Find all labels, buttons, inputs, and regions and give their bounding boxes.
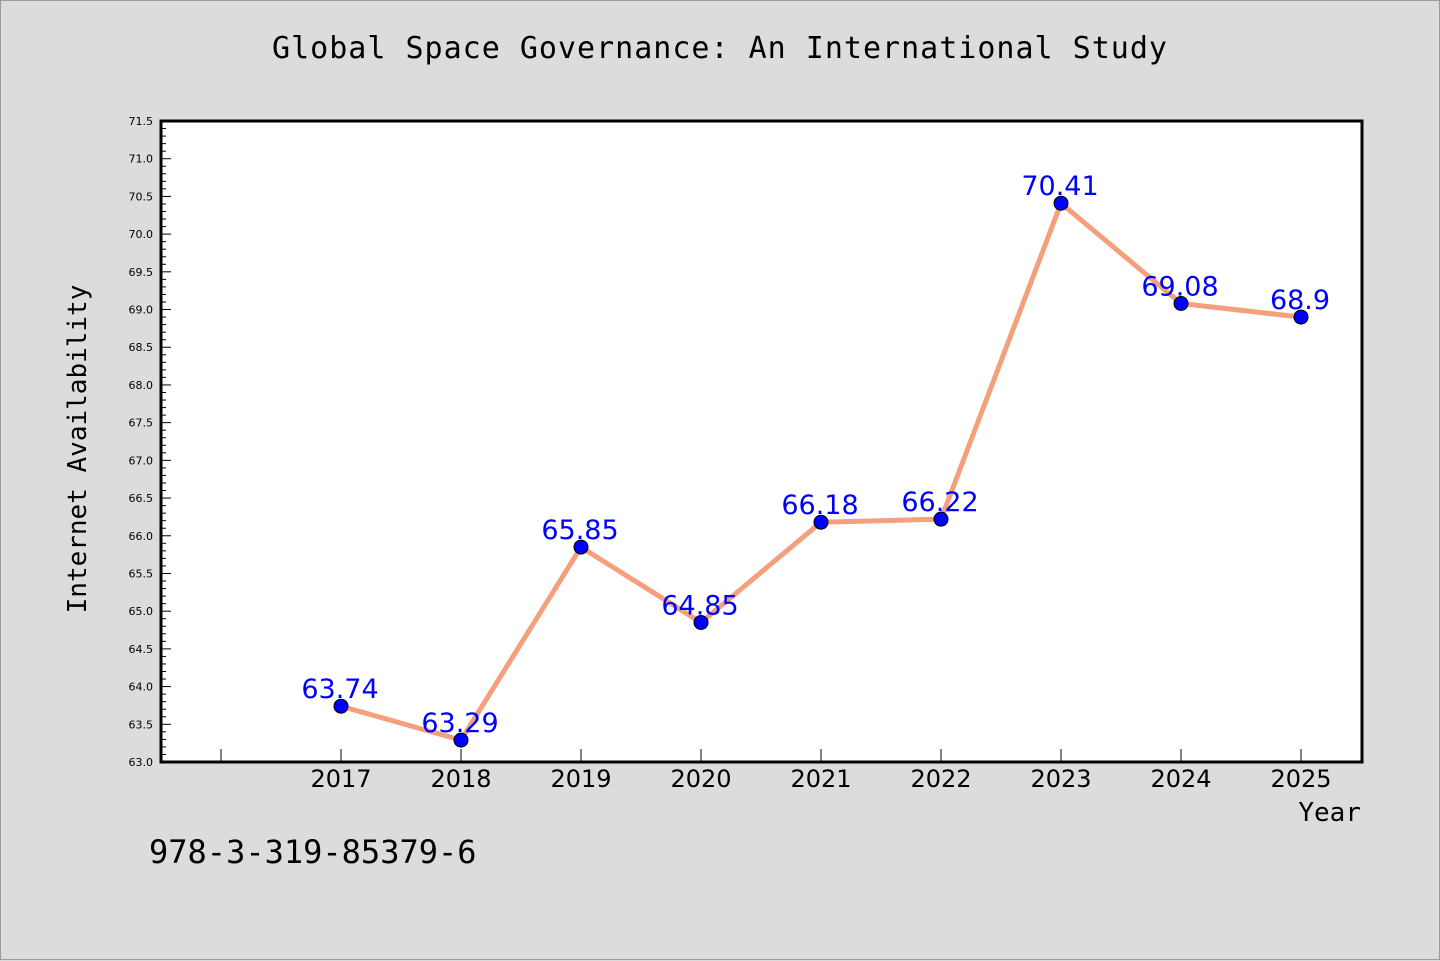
data-series bbox=[333, 195, 1309, 748]
data-label: 66.22 bbox=[901, 487, 978, 518]
data-point bbox=[1173, 295, 1189, 311]
data-label: 68.9 bbox=[1270, 285, 1330, 316]
y-tick-label: 65.5 bbox=[129, 567, 154, 580]
x-tick-label: 2025 bbox=[1270, 765, 1331, 793]
y-tick-label: 70.5 bbox=[129, 190, 154, 203]
x-tick-label: 2018 bbox=[430, 765, 491, 793]
y-tick-label: 70.0 bbox=[129, 228, 154, 241]
data-label: 65.85 bbox=[541, 515, 618, 546]
y-tick-label: 64.5 bbox=[129, 643, 154, 656]
data-point bbox=[933, 511, 949, 527]
y-tick-label: 69.0 bbox=[129, 304, 154, 317]
footer-isbn: 978-3-319-85379-6 bbox=[149, 833, 477, 871]
data-label: 69.08 bbox=[1141, 271, 1218, 302]
y-tick-label: 64.0 bbox=[129, 681, 154, 694]
data-label: 70.41 bbox=[1021, 171, 1098, 202]
data-point bbox=[813, 514, 829, 530]
x-tick-label: 2022 bbox=[910, 765, 971, 793]
y-tick-label: 65.0 bbox=[129, 605, 154, 618]
data-point bbox=[333, 698, 349, 714]
y-tick-label: 71.0 bbox=[129, 153, 154, 166]
data-label: 63.74 bbox=[301, 674, 378, 705]
y-tick-label: 68.0 bbox=[129, 379, 154, 392]
data-point bbox=[1053, 195, 1069, 211]
data-point bbox=[1293, 309, 1309, 325]
x-tick-label: 2021 bbox=[790, 765, 851, 793]
plot-area bbox=[159, 119, 1364, 764]
y-tick-label: 71.5 bbox=[129, 115, 154, 128]
y-tick-label: 66.5 bbox=[129, 492, 154, 505]
x-tick-label: 2024 bbox=[1150, 765, 1211, 793]
x-axis-label: Year bbox=[1298, 798, 1361, 828]
x-tick-label: 2019 bbox=[550, 765, 611, 793]
y-tick-label: 63.0 bbox=[129, 756, 154, 769]
data-label: 63.29 bbox=[421, 708, 498, 739]
x-tick-label: 2023 bbox=[1030, 765, 1091, 793]
y-tick-label: 66.0 bbox=[129, 530, 154, 543]
y-tick-label: 67.0 bbox=[129, 454, 154, 467]
data-point bbox=[573, 539, 589, 555]
x-tick-label: 2017 bbox=[310, 765, 371, 793]
y-tick-label: 68.5 bbox=[129, 341, 154, 354]
chart-title: Global Space Governance: An Internationa… bbox=[272, 31, 1168, 66]
data-label: 66.18 bbox=[781, 490, 858, 521]
data-label: 64.85 bbox=[661, 590, 738, 621]
y-axis-label: Internet Availability bbox=[63, 285, 93, 614]
data-point bbox=[693, 614, 709, 630]
data-point bbox=[453, 732, 469, 748]
y-tick-label: 63.5 bbox=[129, 718, 154, 731]
x-axis: 2017 2018 2019 2020 2021 2022 2023 2024 2025 bbox=[220, 749, 1332, 793]
y-axis: 63.0 63.5 64.0 64.5 65.0 65.5 66.0 66.5 67.0 67.5… bbox=[129, 115, 171, 769]
data-labels: 63.74 63.29 65.85 64.85 66.18 66.22 70.41 69.08… bbox=[301, 171, 1330, 739]
y-tick-label: 67.5 bbox=[129, 417, 154, 430]
x-tick-label: 2020 bbox=[670, 765, 731, 793]
y-tick-label: 69.5 bbox=[129, 266, 154, 279]
